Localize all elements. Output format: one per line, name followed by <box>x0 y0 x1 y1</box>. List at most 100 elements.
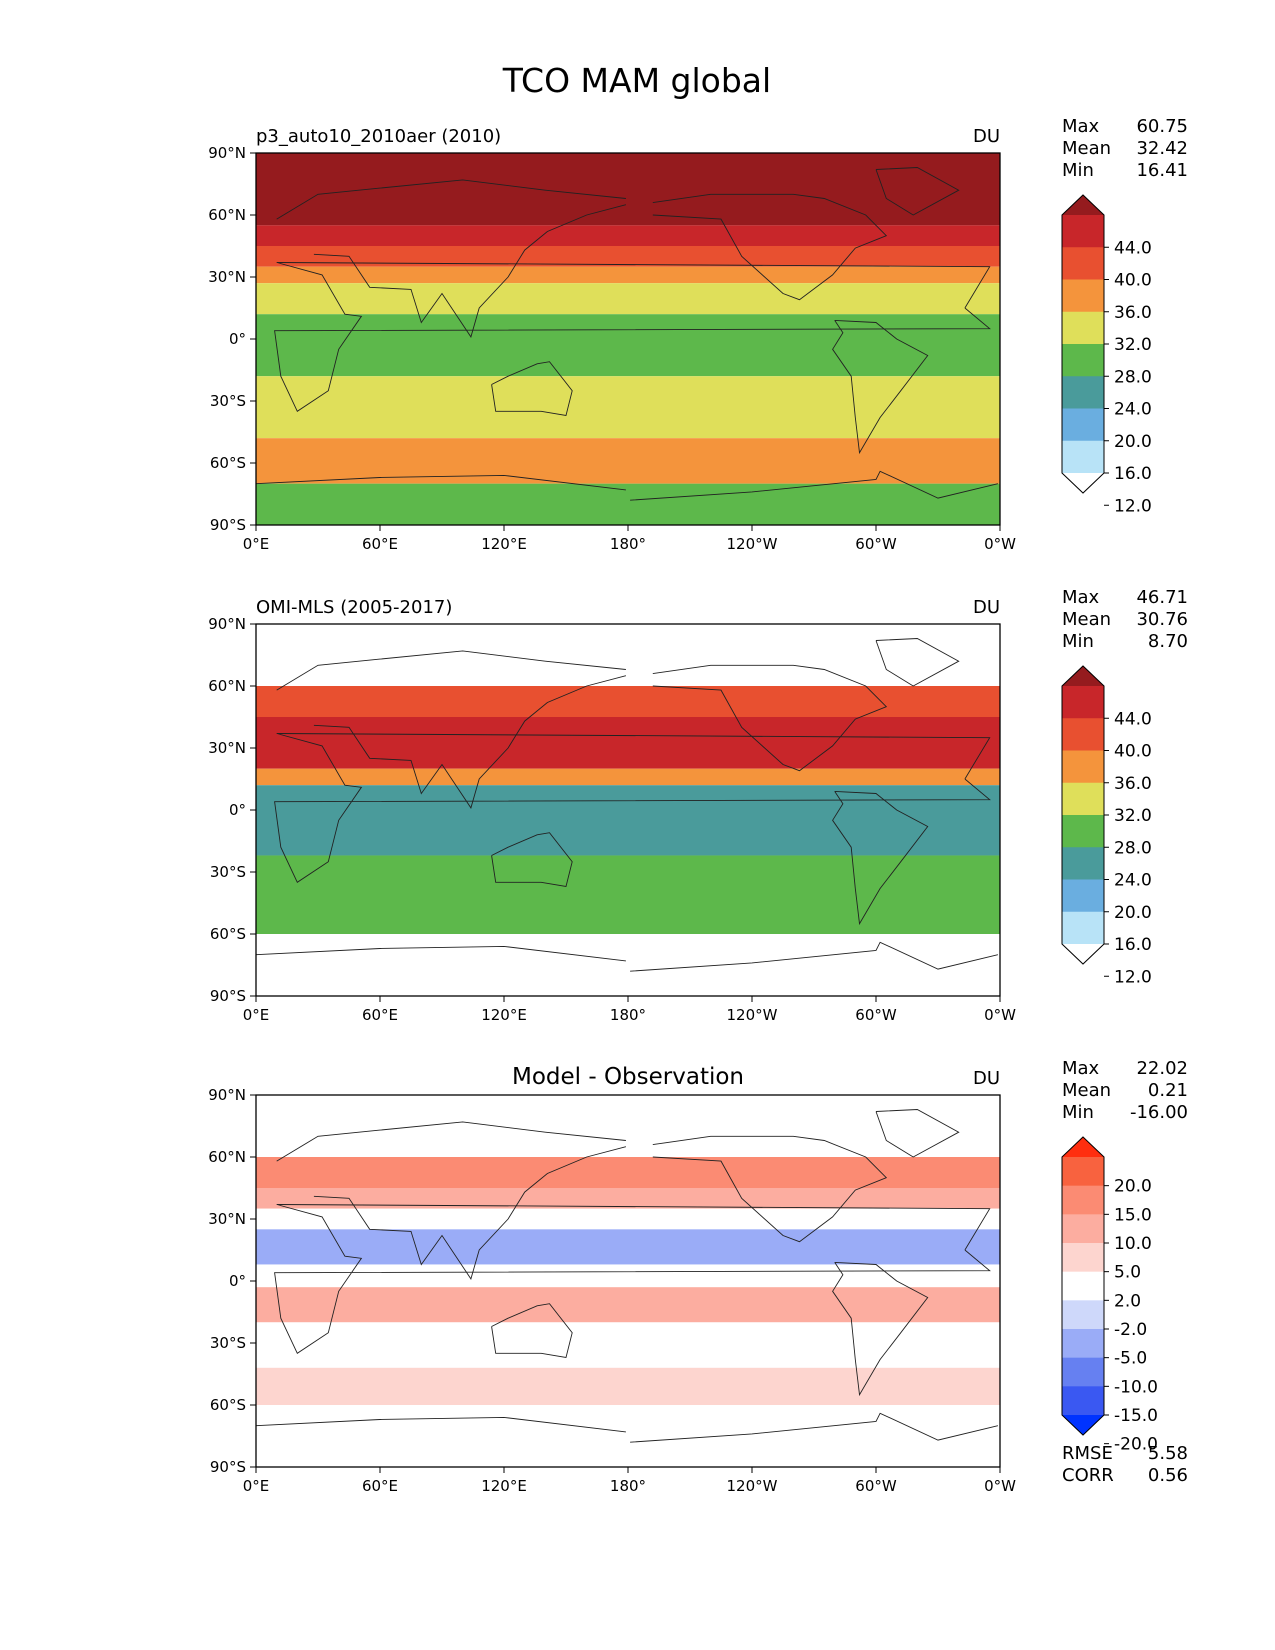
lat-tick-label: 30°N <box>208 268 246 286</box>
stat-label: Mean <box>1062 609 1111 630</box>
continent-outline <box>276 1121 626 1162</box>
stat-value: 30.76 <box>1136 609 1188 630</box>
continent-outline <box>630 1412 999 1443</box>
field-band <box>256 1208 1000 1230</box>
continent-outline <box>652 664 888 772</box>
lat-tick-label: 30°S <box>210 863 246 881</box>
colorbar-segment <box>1062 750 1104 784</box>
map-panel-2: OMI-MLS (2005-2017) DU 90°N 60°N 30°N 0° 30°S 6… <box>208 587 1188 1024</box>
colorbar-tick-label: 36.0 <box>1114 774 1152 794</box>
stat-value: 60.75 <box>1136 116 1188 137</box>
lon-tick-label: 180° <box>610 535 646 553</box>
field-band <box>256 1157 1000 1188</box>
colorbar-tick-label: 12.0 <box>1114 967 1152 987</box>
units-label: DU <box>973 597 1000 618</box>
colorbar-segment <box>1062 879 1104 913</box>
continent-outline <box>630 941 999 972</box>
continent-outline <box>276 650 626 691</box>
lon-tick-label: 120°W <box>727 1477 778 1495</box>
colorbar-segment <box>1062 718 1104 751</box>
colorbar-tick-label: 24.0 <box>1114 400 1152 420</box>
lat-tick-label: 60°S <box>210 925 246 943</box>
colorbar-tick-label: 44.0 <box>1114 238 1152 258</box>
coastline <box>255 1109 999 1443</box>
field-band <box>256 314 1000 377</box>
colorbar-tick-label: -5.0 <box>1114 1349 1147 1369</box>
field-band <box>256 1264 1000 1288</box>
colorbar-tick-label: 20.0 <box>1114 903 1152 923</box>
colorbar-tick-label: 28.0 <box>1114 367 1152 387</box>
stat-label: Min <box>1062 631 1094 652</box>
colorbar-segment <box>1062 1329 1104 1359</box>
lat-tick-label: 90°S <box>210 1458 246 1476</box>
colorbar-tick-label: 20.0 <box>1114 432 1152 452</box>
continent-outline <box>652 1135 888 1243</box>
colorbar-segment <box>1062 1157 1104 1187</box>
lat-tick-label: 0° <box>229 330 246 348</box>
stat-label: Max <box>1062 116 1100 137</box>
coastline <box>255 167 999 501</box>
field-band <box>256 686 1000 717</box>
lon-tick-label: 0°W <box>984 1477 1016 1495</box>
lat-tick-label: 0° <box>229 1272 246 1290</box>
colorbar-tick-label: 2.0 <box>1114 1291 1141 1311</box>
field-band <box>256 438 1000 484</box>
colorbar-tick-label: 10.0 <box>1114 1234 1152 1254</box>
colorbar-segment <box>1062 847 1104 880</box>
lat-tick-label: 60°S <box>210 454 246 472</box>
field-band <box>256 483 1000 525</box>
colorbar-tick-label: -20.0 <box>1114 1435 1158 1455</box>
stat-label: CORR <box>1062 1465 1114 1486</box>
panel-title: p3_auto10_2010aer (2010) <box>256 126 501 147</box>
colorbar-tick-label: 40.0 <box>1114 742 1152 762</box>
colorbar: 44.0 40.0 36.0 32.0 28.0 24.0 20.0 16.0 12.0 <box>1061 665 1152 987</box>
colorbar-segment <box>1062 311 1104 345</box>
stat-label: Min <box>1062 160 1094 181</box>
continent-outline <box>255 945 626 962</box>
colorbar-segment <box>1062 1357 1104 1387</box>
colorbar-tick-label: 28.0 <box>1114 838 1152 858</box>
units-label: DU <box>973 1068 1000 1089</box>
colorbar-extend-max <box>1062 195 1104 215</box>
stat-label: Mean <box>1062 138 1111 159</box>
lon-tick-label: 0°W <box>984 535 1016 553</box>
lon-tick-label: 180° <box>610 1477 646 1495</box>
continent-outline <box>313 675 627 809</box>
colorbar-tick-label: -2.0 <box>1114 1320 1147 1340</box>
colorbar-segment <box>1062 1243 1104 1273</box>
stat-label: Max <box>1062 1058 1100 1079</box>
colorbar-segment <box>1062 279 1104 313</box>
field-band <box>256 717 1000 769</box>
continent-outline <box>491 832 573 888</box>
lon-tick-label: 60°W <box>855 1006 897 1024</box>
colorbar-tick-label: -10.0 <box>1114 1377 1158 1397</box>
field-band <box>256 283 1000 315</box>
lat-tick-label: 60°N <box>208 206 246 224</box>
lat-tick-label: 90°N <box>208 1086 246 1104</box>
colorbar-segment <box>1062 1386 1104 1416</box>
colorbar-extend-min <box>1062 473 1104 493</box>
field-band <box>256 1229 1000 1265</box>
lon-tick-label: 60°W <box>855 1477 897 1495</box>
lat-tick-label: 30°S <box>210 392 246 410</box>
stat-value: -16.00 <box>1130 1102 1188 1123</box>
colorbar-tick-label: 32.0 <box>1114 335 1152 355</box>
lat-tick-label: 60°N <box>208 677 246 695</box>
field-band <box>256 1287 1000 1323</box>
lat-tick-label: 90°N <box>208 144 246 162</box>
colorbar-segment <box>1062 215 1104 248</box>
lon-tick-label: 60°E <box>362 535 398 553</box>
continent-outline <box>313 204 627 338</box>
field-band <box>256 246 1000 267</box>
colorbar-tick-label: -15.0 <box>1114 1406 1158 1426</box>
stat-label: RMSE <box>1062 1443 1113 1464</box>
continent-outline <box>630 470 999 501</box>
colorbar-tick-label: 20.0 <box>1114 1177 1152 1197</box>
colorbar-segment <box>1062 782 1104 816</box>
map-panel-3: Model - Observation DU 90°N 60°N 30°N 0° 30°S 6… <box>208 1058 1188 1495</box>
colorbar-tick-label: 32.0 <box>1114 806 1152 826</box>
colorbar-segment <box>1062 247 1104 280</box>
colorbar-segment <box>1062 1214 1104 1244</box>
continent-outline <box>491 1303 573 1359</box>
stat-value: 0.21 <box>1148 1080 1188 1101</box>
